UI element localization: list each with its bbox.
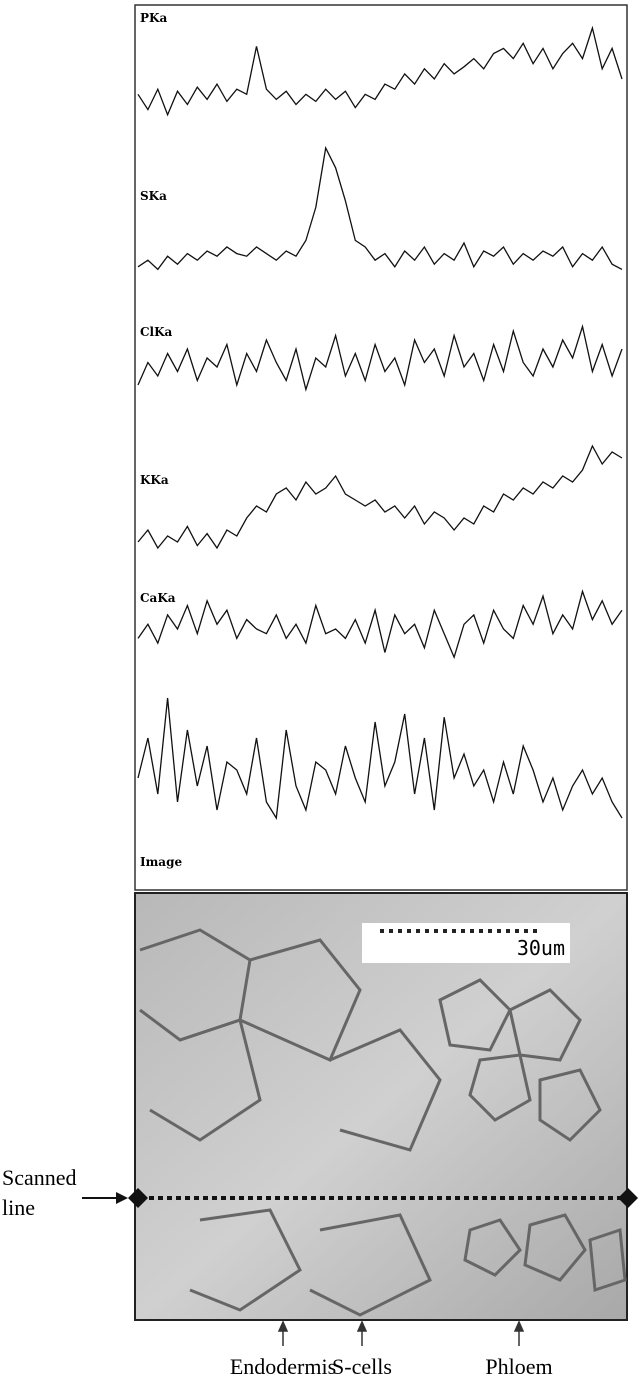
trace-line <box>137 25 623 117</box>
trace-line <box>137 444 623 550</box>
scanned-line-label: Scanned <box>2 1165 77 1190</box>
trace-line <box>137 589 623 660</box>
scan-end <box>618 1188 638 1208</box>
marker-arrows <box>277 1320 525 1346</box>
trace-label: KKa <box>140 473 169 487</box>
trace-frame <box>134 4 628 891</box>
marker-label: Endodermis <box>230 1354 336 1379</box>
trace-line <box>137 323 623 392</box>
arrowhead <box>116 1192 128 1204</box>
trace-line <box>137 145 623 271</box>
trace-label: CaKa <box>140 591 176 605</box>
trace-label: Image <box>140 855 182 869</box>
scan-start <box>128 1188 148 1208</box>
cell-walls <box>139 928 627 1317</box>
scanned-line-label: line <box>2 1195 35 1220</box>
marker-label: Phloem <box>485 1354 552 1379</box>
trace-label: ClKa <box>140 325 173 339</box>
micrograph <box>134 892 628 1321</box>
marker-label: S-cells <box>332 1354 392 1379</box>
trace-line <box>137 697 623 820</box>
trace-label: SKa <box>140 189 167 203</box>
scale-bar-label: 30um <box>517 936 565 960</box>
trace-label: PKa <box>140 11 167 25</box>
